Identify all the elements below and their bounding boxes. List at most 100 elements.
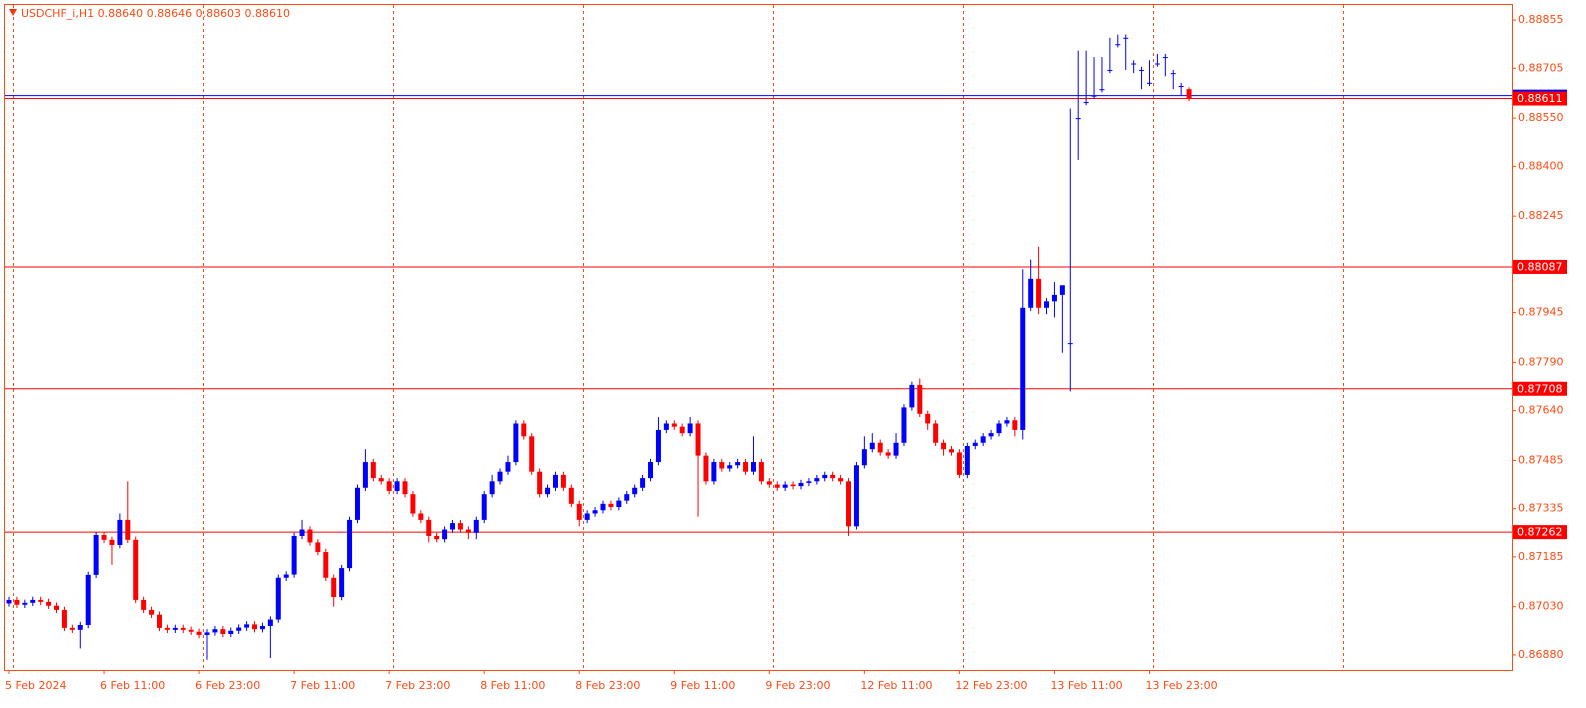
candle-body xyxy=(354,487,360,520)
candle-body xyxy=(386,481,392,491)
candle-body xyxy=(22,602,28,605)
candle-body xyxy=(1020,307,1026,430)
candle-body xyxy=(141,599,147,610)
candle-body xyxy=(101,535,107,540)
candle-body xyxy=(719,462,725,469)
candle-body xyxy=(735,462,741,466)
candle-body xyxy=(964,445,970,475)
candle-body xyxy=(806,481,812,483)
candle-body xyxy=(1146,82,1152,84)
candle-body xyxy=(1083,102,1089,104)
level-tag xyxy=(1513,259,1567,274)
candle-body xyxy=(450,523,456,530)
y-tick-label: 0.87030 xyxy=(1518,600,1564,613)
candle-body xyxy=(149,609,155,615)
candle-body xyxy=(687,423,693,434)
candle-body xyxy=(798,482,804,487)
candle-body xyxy=(244,624,250,628)
x-tick-label: 13 Feb 11:00 xyxy=(1050,679,1122,692)
candle-body xyxy=(869,442,875,450)
candle-body xyxy=(204,632,210,635)
candle-body xyxy=(679,426,685,434)
candle-body xyxy=(584,513,590,520)
candle-body xyxy=(505,462,511,472)
candle-body xyxy=(980,436,986,443)
candle-body xyxy=(1123,37,1129,39)
candle-body xyxy=(109,539,115,545)
candle-body xyxy=(1139,69,1145,71)
candle-body xyxy=(925,413,931,424)
candle-body xyxy=(299,529,305,536)
candle-body xyxy=(758,462,764,482)
candle-body xyxy=(1004,420,1010,424)
x-tick-label: 8 Feb 11:00 xyxy=(480,679,545,692)
candle-body xyxy=(196,631,202,635)
candle-body xyxy=(727,465,733,469)
y-tick-label: 0.88550 xyxy=(1518,111,1564,124)
candle-body xyxy=(307,529,313,543)
candle-body xyxy=(560,474,566,488)
y-tick-label: 0.88245 xyxy=(1518,209,1564,222)
candle-body xyxy=(125,519,131,540)
candle-body xyxy=(402,481,408,495)
candle-body xyxy=(933,423,939,443)
candle-body xyxy=(465,529,471,533)
candle-body xyxy=(568,487,574,504)
candle-body xyxy=(996,423,1002,434)
candle-body xyxy=(782,484,788,488)
candle-body xyxy=(1051,294,1057,302)
level-label: 0.87708 xyxy=(1517,382,1563,395)
candle-body xyxy=(1075,118,1081,120)
candle-body xyxy=(180,627,186,630)
y-tick-label: 0.87945 xyxy=(1518,306,1564,319)
candle-body xyxy=(267,619,273,626)
candle-body xyxy=(331,577,337,598)
candle-body xyxy=(117,519,123,545)
candle-body xyxy=(640,478,646,488)
candle-body xyxy=(61,609,67,628)
x-tick-label: 6 Feb 11:00 xyxy=(100,679,165,692)
candle-body xyxy=(38,599,44,602)
y-tick-label: 0.87185 xyxy=(1518,550,1564,563)
candle-body xyxy=(972,442,978,446)
x-tick-label: 7 Feb 23:00 xyxy=(385,679,450,692)
candle-body xyxy=(93,535,99,575)
level-label: 0.87262 xyxy=(1517,526,1563,539)
candle-body xyxy=(188,629,194,632)
candle-body xyxy=(481,494,487,520)
candle-body xyxy=(1162,57,1168,59)
candle-body xyxy=(1154,63,1160,65)
candle-body xyxy=(624,494,630,501)
candle-body xyxy=(545,487,551,495)
candle-body xyxy=(46,601,52,606)
y-tick-label: 0.87790 xyxy=(1518,355,1564,368)
candle-body xyxy=(988,433,994,437)
candle-body xyxy=(315,542,321,553)
candle-body xyxy=(1099,89,1105,91)
candle-body xyxy=(6,599,12,604)
candle-body xyxy=(941,442,947,450)
x-tick-label: 9 Feb 11:00 xyxy=(670,679,735,692)
candle-body xyxy=(766,481,772,485)
candle-body xyxy=(877,442,883,453)
candle-body xyxy=(743,462,749,472)
candle-body xyxy=(1059,285,1065,295)
x-tick-label: 12 Feb 23:00 xyxy=(955,679,1027,692)
candle-body xyxy=(362,462,368,488)
candle-body xyxy=(608,503,614,508)
candle-body xyxy=(537,471,543,495)
candle-body xyxy=(236,627,242,631)
candle-body xyxy=(30,599,36,603)
candle-body xyxy=(426,519,432,536)
candle-body xyxy=(616,500,622,508)
candle-body xyxy=(632,487,638,495)
candle-body xyxy=(228,630,234,635)
candle-body xyxy=(1044,301,1050,308)
candle-body xyxy=(671,423,677,427)
candle-body xyxy=(885,452,891,456)
candle-body xyxy=(457,523,463,530)
candle-body xyxy=(1091,95,1097,97)
candle-body xyxy=(378,478,384,482)
candle-body xyxy=(69,627,75,630)
